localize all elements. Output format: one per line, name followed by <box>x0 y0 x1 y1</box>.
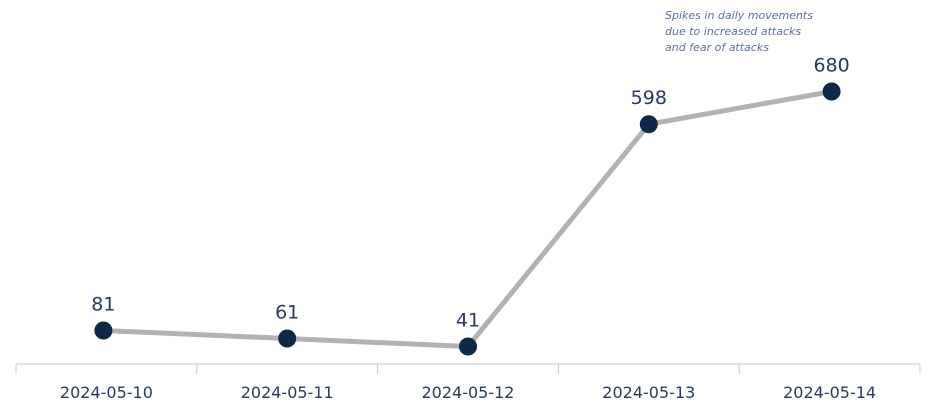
data-point <box>639 115 658 134</box>
data-label: 41 <box>456 310 480 332</box>
x-tick-label: 2024-05-13 <box>602 383 695 402</box>
data-label: 61 <box>275 302 299 324</box>
data-point <box>822 82 841 101</box>
x-tick-label: 2024-05-11 <box>241 383 334 402</box>
x-tick-label: 2024-05-14 <box>783 383 876 402</box>
data-point <box>459 337 477 356</box>
series-line <box>103 89 833 349</box>
data-labels: 81 61 41 598 680 <box>91 55 849 332</box>
data-label: 81 <box>91 294 115 316</box>
annotation-line: Spikes in daily movements <box>665 9 813 22</box>
data-point <box>278 329 297 348</box>
x-ticks: 2024-05-10 2024-05-11 2024-05-12 2024-05-13… <box>15 364 921 402</box>
annotation-line: due to increased attacks <box>665 25 801 38</box>
data-label: 598 <box>631 87 667 109</box>
data-points <box>94 82 841 356</box>
x-tick-label: 2024-05-10 <box>60 383 153 402</box>
annotation: Spikes in daily movements due to increase… <box>665 9 813 54</box>
data-point <box>94 321 113 340</box>
data-label: 680 <box>813 55 849 77</box>
x-tick-label: 2024-05-12 <box>422 383 515 402</box>
annotation-line: and fear of attacks <box>665 41 769 54</box>
